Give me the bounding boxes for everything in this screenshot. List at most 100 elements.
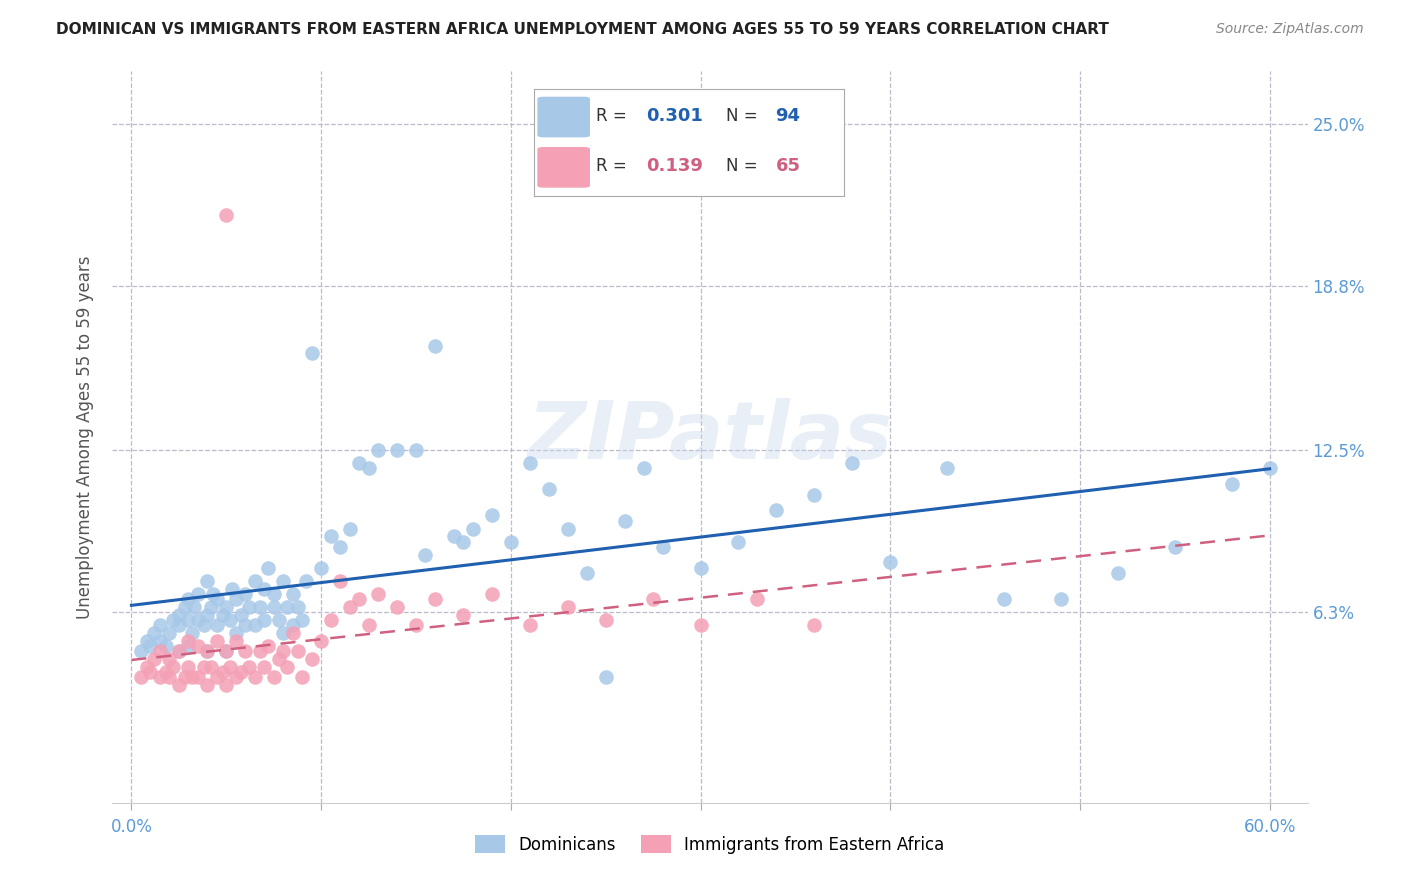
Point	[157, 670, 180, 684]
Point	[155, 639, 177, 653]
Point	[257, 560, 280, 574]
Point	[367, 587, 389, 601]
Point	[287, 599, 309, 614]
Point	[167, 618, 190, 632]
Point	[309, 560, 332, 574]
Point	[405, 443, 427, 458]
Point	[139, 665, 162, 680]
Point	[405, 618, 427, 632]
Point	[187, 670, 209, 684]
Point	[238, 599, 260, 614]
Point	[481, 587, 503, 601]
Point	[689, 618, 711, 632]
Point	[519, 456, 541, 470]
Point	[281, 587, 304, 601]
Text: 0.301: 0.301	[645, 108, 703, 126]
Point	[211, 665, 233, 680]
Point	[271, 644, 294, 658]
Point	[309, 633, 332, 648]
Point	[221, 582, 243, 596]
Point	[195, 644, 218, 658]
Point	[205, 618, 228, 632]
Point	[155, 665, 177, 680]
Point	[215, 599, 238, 614]
Point	[347, 592, 370, 607]
Point	[200, 599, 222, 614]
Point	[181, 626, 204, 640]
Point	[167, 644, 190, 658]
Point	[841, 456, 863, 470]
Point	[139, 639, 162, 653]
Point	[385, 443, 408, 458]
Point	[143, 652, 166, 666]
Point	[195, 574, 218, 588]
Point	[187, 639, 209, 653]
Point	[329, 574, 352, 588]
Point	[557, 599, 579, 614]
Point	[195, 678, 218, 692]
Text: R =: R =	[596, 108, 633, 126]
Point	[249, 599, 271, 614]
Point	[238, 660, 260, 674]
Point	[129, 670, 152, 684]
Point	[233, 618, 256, 632]
Point	[519, 618, 541, 632]
Point	[263, 599, 285, 614]
Point	[803, 487, 825, 501]
Point	[233, 644, 256, 658]
Point	[453, 607, 475, 622]
Point	[219, 660, 242, 674]
Text: 0.139: 0.139	[645, 157, 703, 175]
Point	[149, 633, 172, 648]
Point	[385, 599, 408, 614]
Point	[167, 644, 190, 658]
Point	[173, 670, 195, 684]
Point	[747, 592, 769, 607]
Point	[461, 521, 484, 535]
Point	[129, 644, 152, 658]
Point	[193, 618, 215, 632]
Point	[205, 633, 228, 648]
Point	[219, 613, 242, 627]
Point	[557, 521, 579, 535]
Point	[499, 534, 522, 549]
Point	[177, 592, 200, 607]
Point	[167, 607, 190, 622]
Point	[443, 529, 465, 543]
Text: 94: 94	[776, 108, 800, 126]
Point	[243, 618, 266, 632]
Point	[187, 587, 209, 601]
Point	[157, 626, 180, 640]
Point	[271, 626, 294, 640]
Point	[295, 574, 318, 588]
Point	[149, 670, 172, 684]
Point	[177, 639, 200, 653]
Point	[253, 613, 276, 627]
Point	[177, 613, 200, 627]
Point	[157, 652, 180, 666]
Point	[271, 574, 294, 588]
Point	[195, 644, 218, 658]
Point	[357, 461, 380, 475]
Text: DOMINICAN VS IMMIGRANTS FROM EASTERN AFRICA UNEMPLOYMENT AMONG AGES 55 TO 59 YEA: DOMINICAN VS IMMIGRANTS FROM EASTERN AFR…	[56, 22, 1109, 37]
Point	[613, 514, 636, 528]
Point	[537, 483, 560, 497]
Point	[177, 633, 200, 648]
Point	[177, 660, 200, 674]
Point	[287, 644, 309, 658]
Point	[225, 592, 247, 607]
Point	[329, 540, 352, 554]
Point	[215, 208, 238, 222]
Text: 65: 65	[776, 157, 800, 175]
Point	[257, 639, 280, 653]
Point	[215, 644, 238, 658]
Point	[803, 618, 825, 632]
Point	[205, 670, 228, 684]
Point	[225, 633, 247, 648]
Point	[225, 626, 247, 640]
Point	[301, 652, 323, 666]
Point	[269, 652, 291, 666]
Point	[879, 556, 901, 570]
Point	[339, 521, 361, 535]
Point	[347, 456, 370, 470]
